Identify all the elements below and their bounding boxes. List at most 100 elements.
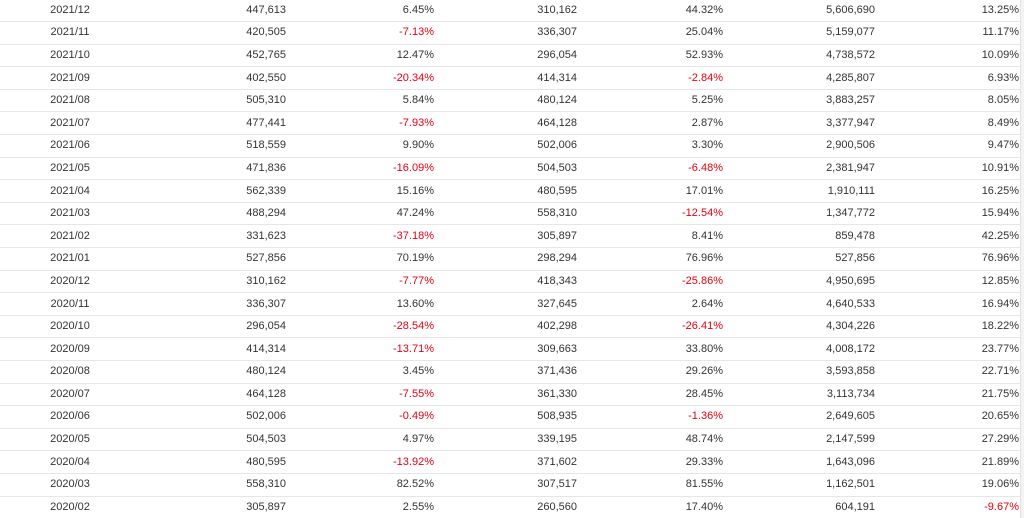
- period-cell: 2020/05: [0, 428, 140, 452]
- value-3-cell: 4,304,226: [725, 315, 877, 339]
- period-cell: 2021/08: [0, 89, 140, 113]
- percent-2-cell: 48.74%: [579, 428, 725, 452]
- percent-2-cell: -6.48%: [579, 157, 725, 181]
- value-2-cell: 339,195: [436, 428, 579, 452]
- table-row: 2021/01 527,856 70.19% 298,294 76.96% 527,856…: [0, 247, 1021, 271]
- value-3-cell: 4,640,533: [725, 292, 877, 316]
- value-1-cell: 336,307: [140, 292, 290, 316]
- value-2-cell: 371,436: [436, 360, 579, 384]
- percent-1-cell: 5.84%: [290, 89, 436, 113]
- percent-2-cell: 44.32%: [579, 0, 725, 23]
- value-2-cell: 327,645: [436, 292, 579, 316]
- percent-2-cell: 8.41%: [579, 224, 725, 249]
- period-cell: 2021/07: [0, 111, 140, 136]
- value-1-cell: 310,162: [140, 270, 290, 294]
- table-row: 2021/05 471,836 -16.09% 504,503 -6.48% 2,381,…: [0, 157, 1021, 181]
- percent-3-cell: 9.47%: [877, 134, 1021, 158]
- value-1-cell: 420,505: [140, 21, 290, 45]
- percent-2-cell: 29.33%: [579, 450, 725, 474]
- percent-2-cell: -25.86%: [579, 270, 725, 294]
- table-row: 2021/07 477,441 -7.93% 464,128 2.87% 3,377,94…: [0, 111, 1021, 136]
- percent-3-cell: 10.09%: [877, 44, 1021, 68]
- value-3-cell: 4,738,572: [725, 44, 877, 68]
- percent-3-cell: 12.85%: [877, 270, 1021, 294]
- percent-2-cell: 76.96%: [579, 247, 725, 271]
- percent-1-cell: 9.90%: [290, 134, 436, 158]
- value-2-cell: 402,298: [436, 315, 579, 339]
- value-2-cell: 361,330: [436, 383, 579, 407]
- period-cell: 2021/12: [0, 0, 140, 23]
- percent-1-cell: -0.49%: [290, 405, 436, 429]
- table-row: 2020/10 296,054 -28.54% 402,298 -26.41% 4,304…: [0, 315, 1021, 339]
- value-1-cell: 402,550: [140, 66, 290, 90]
- percent-1-cell: -20.34%: [290, 66, 436, 90]
- value-3-cell: 3,883,257: [725, 89, 877, 113]
- percent-3-cell: 8.05%: [877, 89, 1021, 113]
- value-2-cell: 296,054: [436, 44, 579, 68]
- percent-2-cell: 25.04%: [579, 21, 725, 45]
- value-3-cell: 527,856: [725, 247, 877, 271]
- value-2-cell: 504,503: [436, 157, 579, 181]
- scrollbar-track[interactable]: [1020, 0, 1024, 518]
- value-1-cell: 447,613: [140, 0, 290, 23]
- period-cell: 2020/11: [0, 292, 140, 316]
- value-2-cell: 480,595: [436, 179, 579, 203]
- table-row: 2021/12 447,613 6.45% 310,162 44.32% 5,606,69…: [0, 0, 1021, 23]
- period-cell: 2020/03: [0, 473, 140, 497]
- period-cell: 2021/03: [0, 202, 140, 226]
- value-3-cell: 4,950,695: [725, 270, 877, 294]
- percent-2-cell: 2.64%: [579, 292, 725, 316]
- percent-3-cell: 20.65%: [877, 405, 1021, 429]
- percent-3-cell: 23.77%: [877, 337, 1021, 361]
- percent-3-cell: 42.25%: [877, 224, 1021, 249]
- value-2-cell: 307,517: [436, 473, 579, 497]
- value-3-cell: 3,113,734: [725, 383, 877, 407]
- value-2-cell: 418,343: [436, 270, 579, 294]
- percent-3-cell: 27.29%: [877, 428, 1021, 452]
- period-cell: 2020/02: [0, 496, 140, 518]
- table-row: 2020/05 504,503 4.97% 339,195 48.74% 2,147,59…: [0, 428, 1021, 452]
- percent-2-cell: 29.26%: [579, 360, 725, 384]
- table-row: 2021/03 488,294 47.24% 558,310 -12.54% 1,347,…: [0, 202, 1021, 226]
- percent-3-cell: 18.22%: [877, 315, 1021, 339]
- table-row: 2020/11 336,307 13.60% 327,645 2.64% 4,640,53…: [0, 292, 1021, 316]
- percent-3-cell: 19.06%: [877, 473, 1021, 497]
- value-2-cell: 371,602: [436, 450, 579, 474]
- value-3-cell: 3,377,947: [725, 111, 877, 136]
- table-row: 2021/08 505,310 5.84% 480,124 5.25% 3,883,257…: [0, 89, 1021, 113]
- table-row: 2020/03 558,310 82.52% 307,517 81.55% 1,162,5…: [0, 473, 1021, 497]
- percent-1-cell: -7.13%: [290, 21, 436, 45]
- period-cell: 2020/07: [0, 383, 140, 407]
- percent-3-cell: 76.96%: [877, 247, 1021, 271]
- table-row: 2021/06 518,559 9.90% 502,006 3.30% 2,900,506…: [0, 134, 1021, 158]
- percent-3-cell: 10.91%: [877, 157, 1021, 181]
- percent-1-cell: 3.45%: [290, 360, 436, 384]
- value-1-cell: 505,310: [140, 89, 290, 113]
- period-cell: 2021/06: [0, 134, 140, 158]
- value-1-cell: 464,128: [140, 383, 290, 407]
- value-3-cell: 604,191: [725, 496, 877, 518]
- percent-1-cell: -28.54%: [290, 315, 436, 339]
- value-2-cell: 298,294: [436, 247, 579, 271]
- value-2-cell: 310,162: [436, 0, 579, 23]
- period-cell: 2020/08: [0, 360, 140, 384]
- percent-1-cell: 82.52%: [290, 473, 436, 497]
- value-1-cell: 296,054: [140, 315, 290, 339]
- table-row: 2020/04 480,595 -13.92% 371,602 29.33% 1,643,…: [0, 450, 1021, 474]
- value-3-cell: 3,593,858: [725, 360, 877, 384]
- period-cell: 2020/04: [0, 450, 140, 474]
- value-3-cell: 4,008,172: [725, 337, 877, 361]
- period-cell: 2020/10: [0, 315, 140, 339]
- percent-2-cell: -26.41%: [579, 315, 725, 339]
- value-1-cell: 477,441: [140, 111, 290, 136]
- table-row: 2021/10 452,765 12.47% 296,054 52.93% 4,738,5…: [0, 44, 1021, 68]
- period-cell: 2020/09: [0, 337, 140, 361]
- percent-1-cell: -7.77%: [290, 270, 436, 294]
- percent-1-cell: -13.71%: [290, 337, 436, 361]
- value-2-cell: 502,006: [436, 134, 579, 158]
- period-cell: 2021/10: [0, 44, 140, 68]
- value-3-cell: 2,900,506: [725, 134, 877, 158]
- table-row: 2020/08 480,124 3.45% 371,436 29.26% 3,593,85…: [0, 360, 1021, 384]
- percent-2-cell: 28.45%: [579, 383, 725, 407]
